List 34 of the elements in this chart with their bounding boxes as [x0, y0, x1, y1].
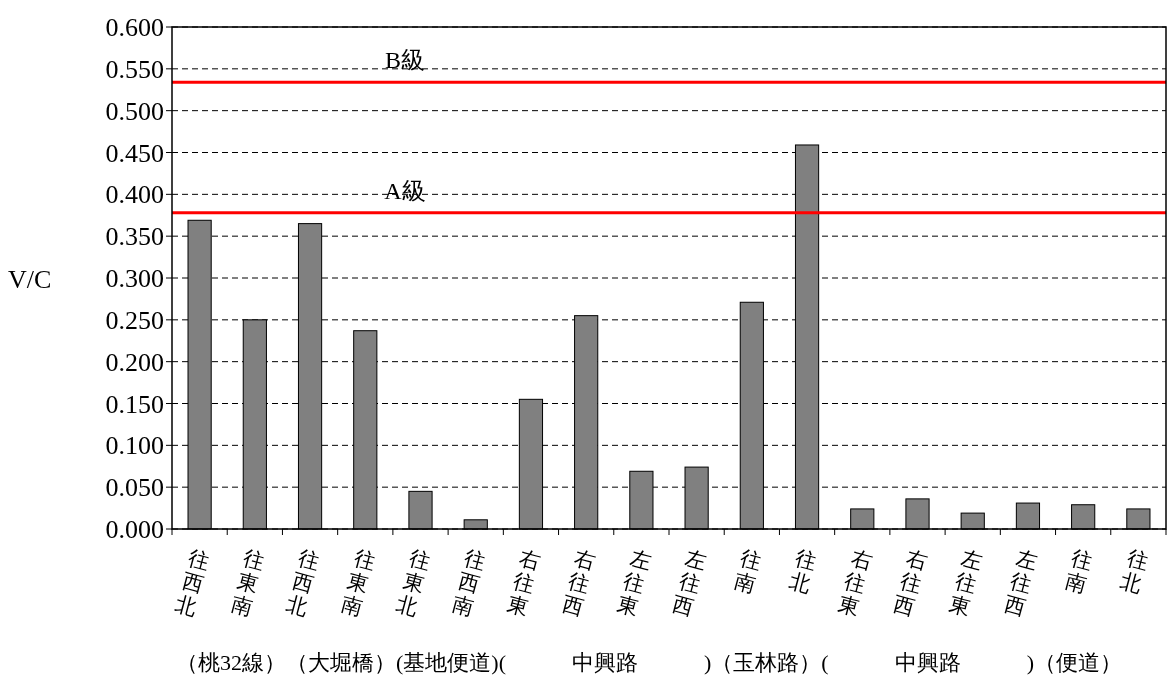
x-tick-label: 右往東 [504, 545, 544, 621]
ref-line-label: B級 [384, 47, 426, 74]
y-tick-label: 0.500 [105, 96, 164, 126]
y-tick-label: 0.100 [105, 431, 164, 461]
x-tick-label: 往東南 [228, 545, 268, 621]
x-tick-label: 往西北 [283, 545, 323, 621]
y-tick-label: 0.150 [105, 389, 164, 419]
x-tick-label: 往西南 [449, 545, 489, 621]
y-tick-label: 0.250 [105, 305, 164, 335]
y-axis-title: V/C [8, 265, 52, 294]
y-tick-label: 0.300 [105, 264, 164, 294]
x-tick-label: 左往東 [946, 545, 986, 621]
x-tick-label: 右往東 [835, 545, 875, 621]
x-tick-label: 右往西 [559, 545, 599, 621]
x-tick-label: 往東南 [338, 545, 378, 621]
y-tick-label: 0.350 [105, 222, 164, 252]
x-tick-label: 往北 [1118, 545, 1151, 598]
x-tick-label: 往北 [786, 545, 820, 598]
x-tick-label: 往西北 [173, 545, 213, 621]
y-tick-label: 0.400 [105, 180, 164, 210]
x-tick-label: 往東北 [394, 545, 433, 621]
x-axis-title: （桃32線）（大堀橋）(基地便道)( 中興路 )（玉林路）( 中興路 )（便道） [176, 650, 1122, 675]
y-tick-label: 0.200 [105, 347, 164, 377]
x-tick-label: 左往東 [614, 545, 654, 621]
y-tick-label: 0.550 [105, 54, 164, 84]
x-tick-label: 左往西 [670, 545, 710, 621]
x-tick-label: 往南 [1062, 545, 1096, 598]
y-tick-label: 0.000 [105, 515, 164, 545]
x-tick-label: 右往西 [891, 545, 930, 621]
y-tick-label: 0.450 [105, 138, 164, 168]
x-tick-label: 左往西 [1001, 545, 1041, 621]
y-tick-label: 0.600 [105, 13, 164, 43]
x-tick-label: 往南 [731, 545, 765, 598]
y-tick-label: 0.050 [105, 473, 164, 503]
